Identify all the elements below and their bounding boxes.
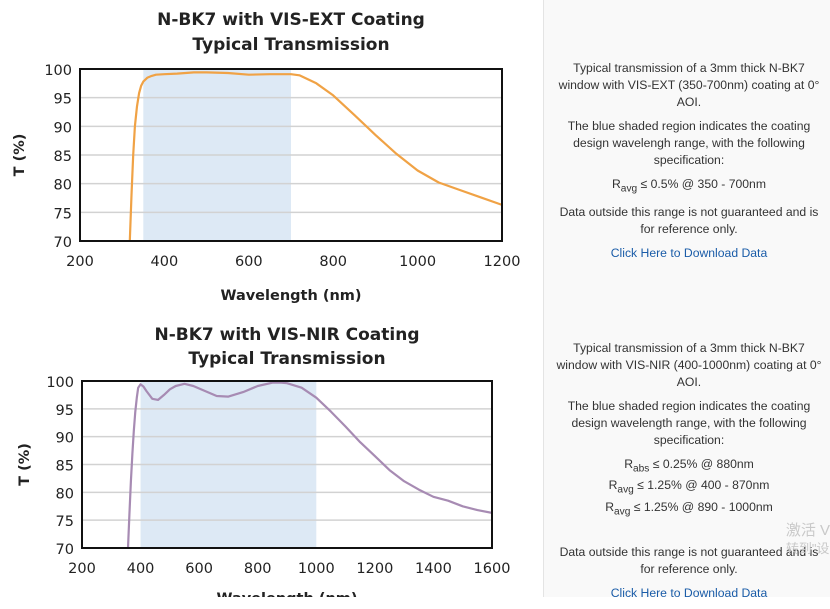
x-tick-label: 200 xyxy=(66,254,94,270)
x-tick-label: 400 xyxy=(151,254,179,270)
x-tick-label: 1200 xyxy=(356,561,393,577)
shade-note-text: The blue shaded region indicates the coa… xyxy=(567,399,811,447)
transmission-chart-vis-ext: N-BK7 with VIS-EXT Coating Typical Transm… xyxy=(12,10,521,304)
description-text: Typical transmission of a 3mm thick N-BK… xyxy=(558,61,820,109)
y-tick-label: 95 xyxy=(56,403,74,419)
shade-note-text: The blue shaded region indicates the coa… xyxy=(567,119,811,167)
info-cell: Typical transmission of a 3mm thick N-BK… xyxy=(543,0,830,318)
x-tick-label: 1000 xyxy=(399,254,436,270)
chart-cell: N-BK7 with VIS-NIR Coating Typical Transm… xyxy=(0,318,543,607)
transmission-chart-vis-nir: N-BK7 with VIS-NIR Coating Typical Transm… xyxy=(17,325,511,607)
chart-subtitle: Typical Transmission xyxy=(188,349,385,369)
y-axis-label: T (%) xyxy=(17,443,33,486)
y-tick-label: 85 xyxy=(54,149,72,165)
y-tick-label: 90 xyxy=(54,120,72,136)
x-tick-label: 600 xyxy=(185,561,213,577)
x-tick-label: 1200 xyxy=(484,254,521,270)
y-tick-label: 70 xyxy=(56,542,74,558)
y-tick-label: 90 xyxy=(56,431,74,447)
spec-line: Ravg ≤ 1.25% @ 400 - 870nm xyxy=(608,478,770,496)
x-tick-label: 600 xyxy=(235,254,263,270)
y-axis-label: T (%) xyxy=(12,134,28,177)
x-tick-label: 1400 xyxy=(415,561,452,577)
info-panel: Typical transmission of a 3mm thick N-BK… xyxy=(554,340,824,609)
x-tick-label: 800 xyxy=(244,561,272,577)
chart-cell: N-BK7 with VIS-EXT Coating Typical Transm… xyxy=(0,0,543,318)
info-cell: Typical transmission of a 3mm thick N-BK… xyxy=(543,318,830,600)
x-axis-label: Wavelength (nm) xyxy=(220,288,361,304)
disclaimer-text: Data outside this range is not guarantee… xyxy=(559,205,819,237)
y-tick-label: 100 xyxy=(46,375,74,391)
download-data-link[interactable]: Click Here to Download Data xyxy=(610,586,768,601)
x-axis-label: Wavelength (nm) xyxy=(216,591,357,597)
spec-line: Ravg ≤ 0.5% @ 350 - 700nm xyxy=(611,177,766,195)
os-activation-watermark: 激活 V 转到"设 xyxy=(785,522,830,556)
download-data-link[interactable]: Click Here to Download Data xyxy=(610,246,768,261)
x-tick-label: 400 xyxy=(127,561,155,577)
description-text: Typical transmission of a 3mm thick N-BK… xyxy=(556,341,822,389)
y-tick-label: 70 xyxy=(54,235,72,251)
y-tick-label: 80 xyxy=(54,178,72,194)
transmission-curve xyxy=(128,71,502,241)
plot-frame xyxy=(79,68,503,242)
plot-frame xyxy=(81,380,493,549)
disclaimer-text: Data outside this range is not guarantee… xyxy=(559,545,819,577)
spec-line: Ravg ≤ 1.25% @ 890 - 1000nm xyxy=(605,499,773,518)
specification-list: Ravg ≤ 0.5% @ 350 - 700nm xyxy=(554,176,824,197)
x-tick-label: 1000 xyxy=(298,561,335,577)
chart-row-vis-ext: N-BK7 with VIS-EXT Coating Typical Transm… xyxy=(0,0,830,318)
info-panel: Typical transmission of a 3mm thick N-BK… xyxy=(554,60,824,269)
x-tick-label: 200 xyxy=(68,561,96,577)
chart-title: N-BK7 with VIS-EXT Coating xyxy=(157,10,425,30)
chart-subtitle: Typical Transmission xyxy=(192,35,389,55)
y-tick-label: 100 xyxy=(44,63,72,79)
chart-title: N-BK7 with VIS-NIR Coating xyxy=(154,325,419,345)
specification-list: Rabs ≤ 0.25% @ 880nm Ravg ≤ 1.25% @ 400 … xyxy=(554,456,824,520)
x-tick-label: 1600 xyxy=(474,561,511,577)
chart-row-vis-nir: N-BK7 with VIS-NIR Coating Typical Transm… xyxy=(0,318,830,607)
transmission-curve xyxy=(126,381,492,548)
y-tick-label: 80 xyxy=(56,486,74,502)
spec-line: Rabs ≤ 0.25% @ 880nm xyxy=(624,457,754,475)
y-tick-label: 85 xyxy=(56,459,74,475)
y-tick-label: 75 xyxy=(56,514,74,530)
x-tick-label: 800 xyxy=(319,254,347,270)
y-tick-label: 75 xyxy=(54,206,72,222)
y-tick-label: 95 xyxy=(54,92,72,108)
